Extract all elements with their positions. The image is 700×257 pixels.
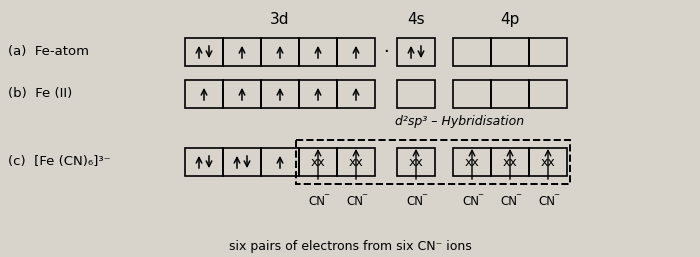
Text: (b)  Fe (II): (b) Fe (II): [8, 87, 72, 100]
Text: 4p: 4p: [500, 12, 519, 27]
Text: $^-$: $^-$: [419, 192, 428, 202]
Text: CN: CN: [538, 195, 556, 208]
Text: $^-$: $^-$: [552, 192, 561, 202]
Text: ·: ·: [383, 43, 389, 61]
Bar: [491, 80, 529, 108]
Bar: [397, 148, 435, 176]
Bar: [491, 148, 529, 176]
Text: CN: CN: [463, 195, 480, 208]
Text: $^-$: $^-$: [321, 192, 330, 202]
Bar: [299, 148, 337, 176]
Bar: [397, 80, 435, 108]
Bar: [491, 38, 529, 66]
Text: xx: xx: [311, 155, 326, 169]
Text: CN: CN: [309, 195, 326, 208]
Bar: [223, 148, 261, 176]
Text: six pairs of electrons from six CN⁻ ions: six pairs of electrons from six CN⁻ ions: [229, 240, 471, 253]
Bar: [223, 38, 261, 66]
Text: xx: xx: [349, 155, 363, 169]
Bar: [453, 148, 491, 176]
Bar: [185, 80, 223, 108]
Bar: [299, 80, 337, 108]
Bar: [337, 38, 375, 66]
Text: $^-$: $^-$: [514, 192, 522, 202]
Text: 3d: 3d: [270, 12, 290, 27]
Text: d²sp³ – Hybridisation: d²sp³ – Hybridisation: [395, 115, 524, 128]
Bar: [261, 38, 299, 66]
Bar: [337, 80, 375, 108]
Bar: [299, 38, 337, 66]
Bar: [397, 38, 435, 66]
Bar: [185, 38, 223, 66]
Text: 4s: 4s: [407, 12, 425, 27]
Bar: [529, 80, 567, 108]
Bar: [223, 80, 261, 108]
Bar: [296, 140, 570, 184]
Text: xx: xx: [465, 155, 480, 169]
Text: xx: xx: [540, 155, 555, 169]
Text: CN: CN: [346, 195, 363, 208]
Text: (c)  [Fe (CN)₆]³⁻: (c) [Fe (CN)₆]³⁻: [8, 155, 111, 169]
Text: (a)  Fe-atom: (a) Fe-atom: [8, 45, 89, 59]
Bar: [185, 148, 223, 176]
Bar: [529, 38, 567, 66]
Bar: [337, 148, 375, 176]
Text: CN: CN: [407, 195, 424, 208]
Bar: [453, 38, 491, 66]
Bar: [529, 148, 567, 176]
Bar: [261, 148, 299, 176]
Bar: [261, 80, 299, 108]
Text: $^-$: $^-$: [360, 192, 368, 202]
Text: $^-$: $^-$: [475, 192, 484, 202]
Text: xx: xx: [503, 155, 517, 169]
Text: CN: CN: [500, 195, 517, 208]
Text: xx: xx: [409, 155, 423, 169]
Bar: [453, 80, 491, 108]
